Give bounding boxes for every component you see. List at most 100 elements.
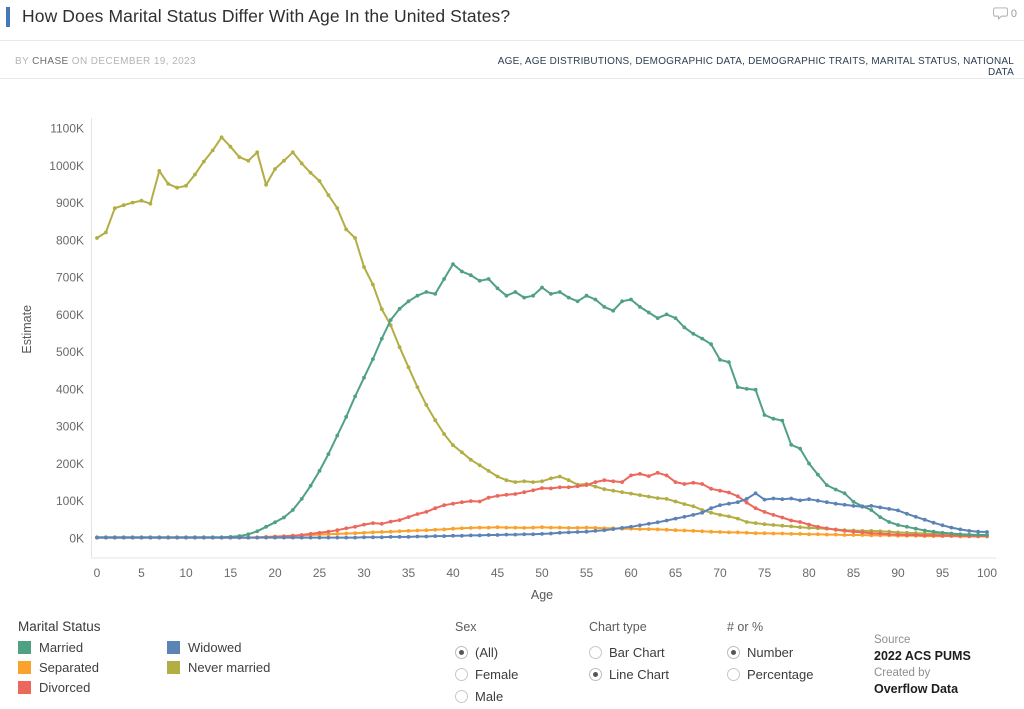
data-point [638,523,642,528]
legend-item-separated[interactable]: Separated [18,660,99,675]
data-point [620,299,624,304]
data-point [584,525,589,530]
data-point [967,532,972,537]
data-point [771,523,776,527]
data-point [495,474,500,479]
tag-link[interactable]: DEMOGRAPHIC DATA [635,56,743,67]
data-point [326,535,331,540]
data-point [504,492,509,497]
data-point [549,292,553,296]
data-point [807,497,811,502]
data-point [157,169,162,173]
line-chart[interactable]: 0K 100K 200K 300K 400K 500K 600K 700K 800K 900K 10… [0,88,1024,618]
data-point [486,469,491,473]
data-point [317,535,322,540]
data-point [851,499,856,504]
radio-sex-all[interactable]: (All) [455,645,498,660]
data-point [762,413,767,417]
radio-bar-chart[interactable]: Bar Chart [589,645,665,660]
y-tick-label: 800K [56,233,84,247]
data-point [468,533,473,538]
radio-sex-female[interactable]: Female [455,667,518,682]
tag-link[interactable]: NATIONAL DATA [963,56,1014,78]
data-point [264,182,268,187]
data-point [486,495,491,500]
x-tick-label: 50 [535,566,549,580]
data-point [931,520,936,525]
data-point [887,532,891,537]
data-point [433,527,438,532]
series-never-married[interactable] [95,135,989,537]
data-point [210,535,215,540]
data-point [709,510,713,515]
data-point [718,513,722,517]
data-point [620,526,624,530]
author-link[interactable]: CHASE [32,56,69,67]
radio-percentage[interactable]: Percentage [727,667,814,682]
data-point [878,505,883,510]
radio-label: Line Chart [609,667,669,682]
comments-link[interactable]: 0 [993,7,1017,20]
legend-item-married[interactable]: Married [18,640,83,655]
data-point [646,474,651,478]
data-point [388,519,393,524]
data-point [682,502,687,506]
data-point [344,535,349,540]
data-point [735,500,740,505]
data-point [353,531,357,536]
data-point [842,533,847,537]
legend-item-widowed[interactable]: Widowed [167,640,241,655]
data-point [611,479,616,484]
y-tick-label: 1100K [50,122,84,136]
data-point [638,472,642,476]
data-point [308,535,313,540]
series-married[interactable] [95,262,989,540]
data-point [451,526,455,531]
legend-label: Separated [39,660,99,675]
radio-sex-male[interactable]: Male [455,689,503,704]
tag-link[interactable]: AGE DISTRIBUTIONS [524,56,630,67]
data-point [166,182,171,186]
data-point [326,529,331,534]
data-point [442,432,446,436]
number-percent-group-label: # or % [727,620,764,634]
data-point [104,230,108,235]
data-point [789,532,794,536]
y-tick-label: 700K [56,271,84,285]
data-point [709,506,713,511]
data-point [504,532,509,537]
data-point [353,524,357,529]
data-point [379,307,384,312]
data-point [460,526,464,531]
divider [0,40,1024,41]
data-point [718,503,722,508]
legend-item-divorced[interactable]: Divorced [18,680,90,695]
data-point [486,533,491,537]
data-point [682,325,687,330]
radio-selected-icon [455,646,468,659]
data-point [878,531,883,536]
x-tick-label: 90 [891,566,905,580]
data-point [611,488,616,493]
tag-link[interactable]: MARITAL STATUS [871,56,958,67]
data-point [682,514,687,519]
chart-area: 0K 100K 200K 300K 400K 500K 600K 700K 800K 900K 10… [0,88,1024,618]
data-point [566,485,571,490]
x-tick-label: 75 [758,566,772,580]
data-point [584,529,589,534]
data-point [495,525,500,530]
radio-number[interactable]: Number [727,645,793,660]
tag-link[interactable]: DEMOGRAPHIC TRAITS [748,56,866,67]
legend-item-never-married[interactable]: Never married [167,660,270,675]
data-point [744,387,749,391]
series-widowed[interactable] [95,491,989,540]
data-point [842,502,847,507]
radio-line-chart[interactable]: Line Chart [589,667,669,682]
tag-link[interactable]: AGE [497,56,520,67]
y-tick-label: 400K [56,382,84,396]
data-point [121,203,126,208]
data-point [531,293,535,298]
data-point [896,508,900,513]
data-point [646,310,651,315]
data-point [362,530,366,535]
